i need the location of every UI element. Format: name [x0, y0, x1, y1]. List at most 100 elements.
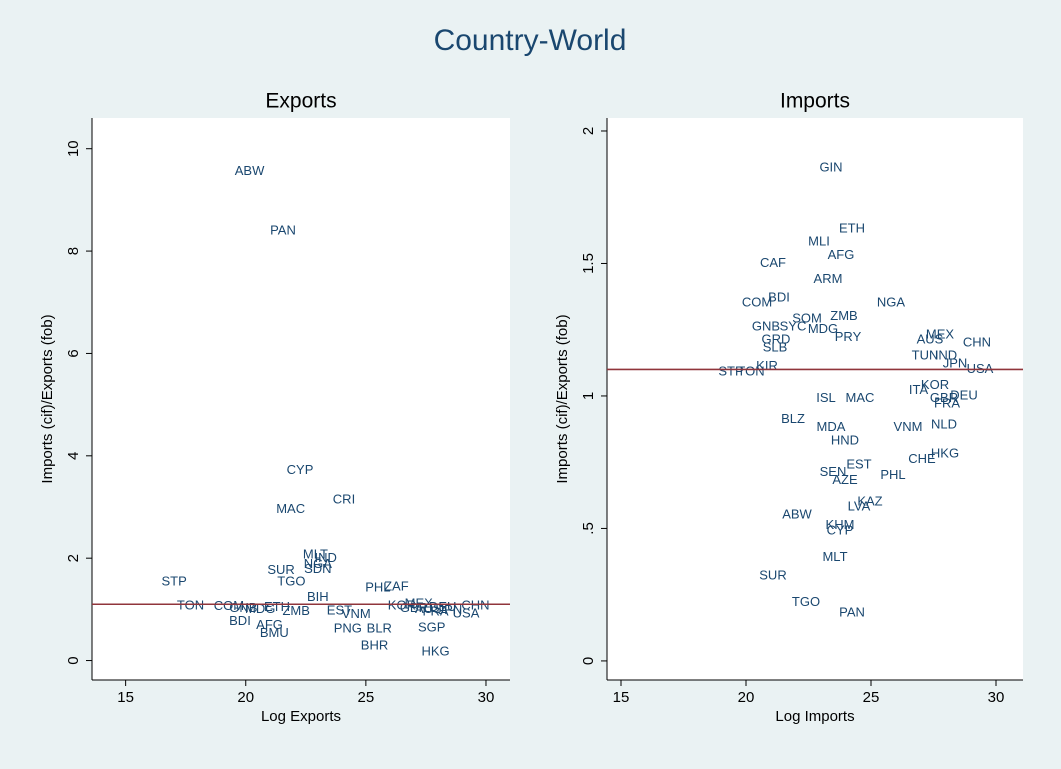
y-axis-title: Imports (cif)/Exports (fob) — [554, 314, 571, 483]
point-label: VNM — [342, 606, 371, 621]
x-tick-label: 15 — [613, 689, 630, 706]
y-tick-label: 1 — [580, 392, 597, 400]
point-label: PAN — [839, 605, 865, 620]
x-tick-label: 30 — [988, 689, 1005, 706]
point-label: HND — [831, 432, 859, 447]
point-label: IND — [315, 550, 337, 565]
point-label: TON — [177, 598, 204, 613]
x-tick-label: 25 — [358, 689, 375, 706]
y-tick-label: .5 — [580, 522, 597, 535]
main-title: Country-World — [434, 24, 627, 57]
x-axis-title: Log Exports — [261, 708, 341, 725]
point-label: AUS — [917, 332, 944, 347]
point-label: ETH — [839, 220, 865, 235]
y-tick-label: 8 — [65, 247, 82, 255]
point-label: SGP — [418, 620, 445, 635]
point-label: MAC — [276, 501, 305, 516]
point-label: PHL — [880, 467, 905, 482]
point-label: BDI — [229, 613, 251, 628]
point-label: MAC — [846, 390, 875, 405]
point-label: EST — [846, 456, 871, 471]
point-label: ZMB — [282, 603, 309, 618]
x-tick-label: 20 — [738, 689, 755, 706]
point-label: USA — [453, 605, 480, 620]
point-label: ISL — [816, 390, 836, 405]
point-label: MDA — [817, 419, 846, 434]
point-label: PHL — [365, 579, 390, 594]
point-label: CYP — [827, 523, 854, 538]
y-axis-title: Imports (cif)/Exports (fob) — [39, 314, 56, 483]
point-label: GNB — [752, 318, 780, 333]
point-label: BLZ — [781, 411, 805, 426]
x-axis-title: Log Imports — [775, 708, 854, 725]
point-label: COM — [214, 598, 244, 613]
panel-title: Exports — [265, 90, 336, 113]
point-label: MEX — [405, 596, 434, 611]
point-label: ZAF — [384, 578, 409, 593]
y-tick-label: 10 — [65, 140, 82, 157]
panel-title: Imports — [780, 90, 850, 113]
point-label: STP — [162, 574, 187, 589]
point-label: ZMB — [830, 308, 857, 323]
y-tick-label: 1.5 — [580, 253, 597, 274]
point-label: HKG — [931, 446, 959, 461]
point-label: TON — [737, 364, 764, 379]
point-label: SLB — [763, 340, 788, 355]
point-label: JPN — [943, 356, 968, 371]
point-label: NLD — [931, 417, 957, 432]
point-label: NGA — [304, 556, 333, 571]
point-label: BDI — [768, 289, 790, 304]
point-label: MLI — [808, 234, 830, 249]
point-label: MLT — [303, 547, 328, 562]
point-label: GBR — [930, 390, 958, 405]
point-label: CHN — [461, 598, 489, 613]
point-label: BIH — [307, 589, 329, 604]
point-label: NGA — [877, 295, 906, 310]
point-label: FRA — [423, 603, 449, 618]
point-label: ETH — [264, 599, 290, 614]
x-tick-label: 20 — [237, 689, 254, 706]
y-tick-label: 0 — [65, 656, 82, 664]
point-label: SUR — [759, 568, 786, 583]
point-label: SYC — [780, 318, 807, 333]
point-label: PNG — [334, 620, 362, 635]
point-label: ARM — [814, 271, 843, 286]
point-label: KOR — [388, 598, 416, 613]
point-label: TGO — [277, 574, 305, 589]
point-label: CRI — [333, 491, 355, 506]
point-label: PAN — [270, 223, 296, 238]
point-label: CHE — [908, 451, 936, 466]
plot-area — [92, 118, 510, 680]
x-tick-label: 30 — [478, 689, 495, 706]
point-label: CYP — [287, 462, 314, 477]
point-label: CAF — [760, 255, 786, 270]
point-label: IND — [935, 348, 957, 363]
point-label: GRD — [762, 332, 791, 347]
point-label: COM — [742, 295, 772, 310]
point-label: AFG — [256, 617, 283, 632]
point-label: MEX — [926, 326, 955, 341]
y-tick-label: 6 — [65, 349, 82, 357]
y-tick-label: 2 — [65, 554, 82, 562]
x-tick-label: 15 — [117, 689, 134, 706]
point-label: ITA — [909, 382, 929, 397]
point-label: JPN — [438, 602, 463, 617]
point-label: TGO — [792, 594, 820, 609]
point-label: DEU — [950, 387, 977, 402]
point-label: AZE — [832, 472, 858, 487]
y-tick-label: 4 — [65, 452, 82, 460]
point-label: SEN — [820, 464, 847, 479]
point-label: SDN — [304, 561, 331, 576]
point-label: VNM — [894, 419, 923, 434]
point-label: GIN — [819, 160, 842, 175]
point-label: USA — [967, 361, 994, 376]
point-label: FRA — [934, 395, 960, 410]
point-label: ABW — [782, 507, 812, 522]
point-label: MLT — [822, 549, 847, 564]
x-tick-label: 25 — [863, 689, 880, 706]
point-label: EST — [327, 602, 352, 617]
point-label: SUR — [267, 562, 294, 577]
point-label: ABW — [235, 163, 265, 178]
y-tick-label: 2 — [580, 127, 597, 135]
